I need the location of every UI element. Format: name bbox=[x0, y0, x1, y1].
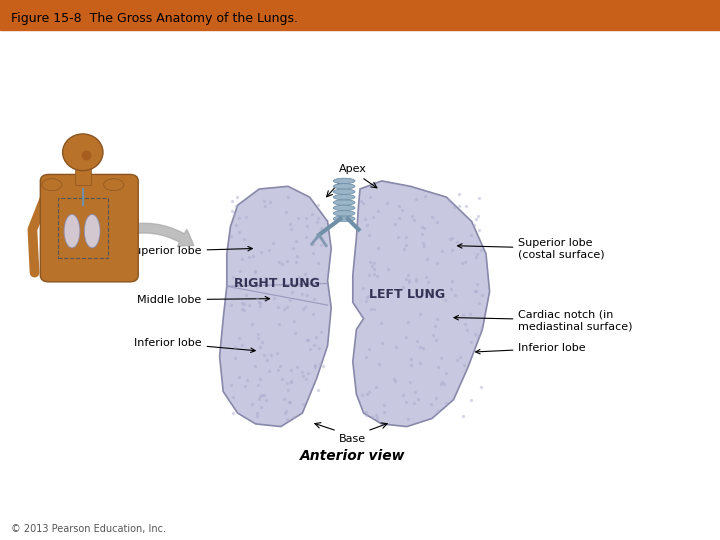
Ellipse shape bbox=[333, 184, 355, 189]
Text: Superior lobe: Superior lobe bbox=[127, 246, 252, 256]
Text: Base: Base bbox=[339, 434, 366, 444]
Ellipse shape bbox=[64, 214, 80, 248]
Ellipse shape bbox=[333, 200, 355, 205]
Ellipse shape bbox=[84, 214, 100, 248]
Text: Middle lobe: Middle lobe bbox=[138, 295, 269, 305]
Text: Apex: Apex bbox=[339, 164, 366, 174]
Ellipse shape bbox=[81, 151, 91, 160]
Text: Cardiac notch (in
mediastinal surface): Cardiac notch (in mediastinal surface) bbox=[454, 309, 633, 331]
FancyArrowPatch shape bbox=[122, 223, 194, 247]
Ellipse shape bbox=[333, 205, 355, 211]
FancyBboxPatch shape bbox=[40, 174, 138, 282]
Ellipse shape bbox=[63, 134, 103, 171]
Text: Superior lobe
(costal surface): Superior lobe (costal surface) bbox=[458, 238, 605, 259]
Ellipse shape bbox=[42, 179, 62, 191]
Bar bbox=[75, 164, 91, 185]
Ellipse shape bbox=[333, 194, 355, 200]
Text: Inferior lobe: Inferior lobe bbox=[134, 338, 255, 353]
Text: © 2013 Pearson Education, Inc.: © 2013 Pearson Education, Inc. bbox=[11, 524, 166, 534]
Text: Figure 15-8  The Gross Anatomy of the Lungs.: Figure 15-8 The Gross Anatomy of the Lun… bbox=[11, 12, 298, 25]
Text: Inferior lobe: Inferior lobe bbox=[476, 343, 586, 354]
Text: Anterior view: Anterior view bbox=[300, 449, 405, 463]
Ellipse shape bbox=[333, 178, 355, 184]
Ellipse shape bbox=[333, 189, 355, 194]
Ellipse shape bbox=[104, 179, 124, 191]
Ellipse shape bbox=[333, 211, 355, 216]
Bar bbox=[0, 0, 720, 30]
Ellipse shape bbox=[333, 216, 355, 221]
Text: RIGHT LUNG: RIGHT LUNG bbox=[234, 277, 320, 290]
Polygon shape bbox=[353, 181, 490, 427]
Polygon shape bbox=[220, 186, 331, 427]
Text: LEFT LUNG: LEFT LUNG bbox=[369, 288, 445, 301]
